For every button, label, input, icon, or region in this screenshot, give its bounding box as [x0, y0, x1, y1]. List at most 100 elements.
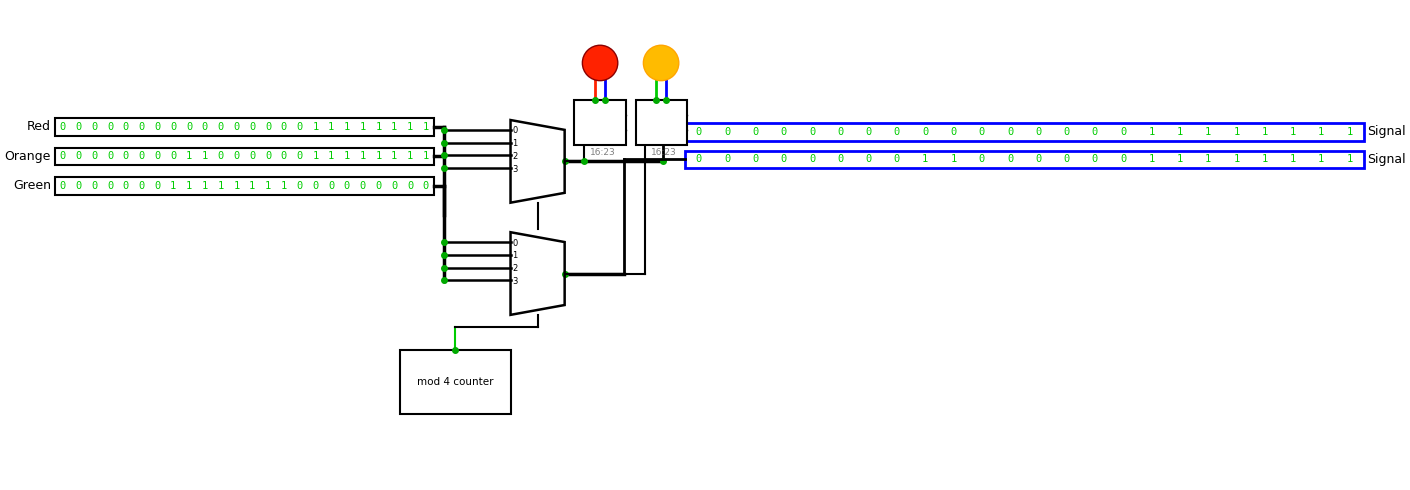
Text: 0: 0	[753, 154, 759, 164]
Text: 1: 1	[202, 151, 209, 161]
Text: 0: 0	[76, 122, 82, 132]
Text: 0: 0	[723, 154, 730, 164]
Text: 0: 0	[723, 127, 730, 137]
Bar	[574, 100, 626, 145]
Circle shape	[582, 45, 618, 81]
Text: 0: 0	[809, 127, 815, 137]
Bar	[636, 100, 687, 145]
Text: mod 4 counter: mod 4 counter	[417, 377, 493, 387]
Text: 0: 0	[217, 151, 224, 161]
Text: 0: 0	[281, 122, 288, 132]
Text: 0: 0	[281, 151, 288, 161]
Text: 0: 0	[1091, 154, 1098, 164]
Text: 0: 0	[76, 151, 82, 161]
Text: 0: 0	[1120, 154, 1127, 164]
Text: Signal: Signal	[1368, 125, 1406, 138]
Text: 0: 0	[512, 126, 517, 135]
Bar	[55, 177, 434, 195]
Text: 0: 0	[59, 181, 66, 191]
Text: 1: 1	[250, 181, 255, 191]
Text: 1: 1	[1290, 154, 1296, 164]
Text: 0: 0	[92, 181, 97, 191]
Text: 1: 1	[423, 122, 429, 132]
Text: 1: 1	[233, 181, 240, 191]
Bar	[685, 123, 1363, 141]
Text: 0: 0	[138, 122, 145, 132]
Text: 1: 1	[360, 151, 365, 161]
Text: 3: 3	[512, 165, 517, 174]
Text: Signal: Signal	[1368, 153, 1406, 166]
Text: 0: 0	[250, 151, 255, 161]
Text: 1: 1	[344, 122, 350, 132]
Text: 1: 1	[1318, 154, 1324, 164]
Text: 1: 1	[1234, 154, 1239, 164]
Bar	[685, 150, 1363, 168]
Text: 1: 1	[1206, 127, 1211, 137]
Text: 8:15: 8:15	[589, 118, 611, 127]
Text: 1: 1	[1177, 154, 1183, 164]
Bar	[55, 147, 434, 165]
Text: 1: 1	[950, 154, 956, 164]
Text: 0: 0	[781, 127, 787, 137]
Text: 0: 0	[838, 127, 843, 137]
Text: 0: 0	[107, 181, 113, 191]
Text: 0: 0	[123, 181, 130, 191]
Text: 0: 0	[138, 151, 145, 161]
Circle shape	[643, 45, 678, 81]
Text: 0: 0	[123, 122, 130, 132]
Text: 0: 0	[76, 181, 82, 191]
Text: 0: 0	[155, 151, 161, 161]
Text: 1: 1	[1347, 127, 1352, 137]
Text: 0: 0	[1091, 127, 1098, 137]
Text: 0: 0	[753, 127, 759, 137]
Text: 0: 0	[312, 181, 319, 191]
Text: 0: 0	[123, 151, 130, 161]
Text: 0: 0	[107, 122, 113, 132]
Text: 0: 0	[866, 127, 871, 137]
Text: 1: 1	[1262, 127, 1268, 137]
Text: 0: 0	[138, 181, 145, 191]
Text: 0: 0	[894, 127, 900, 137]
Text: 2: 2	[512, 152, 517, 161]
Text: Orange: Orange	[4, 150, 51, 163]
Text: 0: 0	[695, 127, 702, 137]
Text: 0: 0	[360, 181, 365, 191]
Text: 1: 1	[202, 181, 209, 191]
Text: 1: 1	[1177, 127, 1183, 137]
Text: 0: 0	[979, 127, 984, 137]
Text: 0: 0	[233, 151, 240, 161]
Text: 1: 1	[922, 154, 928, 164]
Text: 0: 0	[512, 239, 517, 247]
Text: 8:15: 8:15	[651, 118, 671, 127]
Text: 1: 1	[1347, 154, 1352, 164]
Text: 0: 0	[296, 151, 303, 161]
Text: 0: 0	[1007, 154, 1014, 164]
Text: 1: 1	[1262, 154, 1268, 164]
Text: 0: 0	[233, 122, 240, 132]
Text: 2: 2	[512, 264, 517, 273]
Text: 1: 1	[407, 122, 413, 132]
Text: 0: 0	[1007, 127, 1014, 137]
Text: 1: 1	[1234, 127, 1239, 137]
Text: 0: 0	[407, 181, 413, 191]
Text: 0: 0	[695, 154, 702, 164]
Text: 1: 1	[186, 151, 192, 161]
Text: 0: 0	[155, 122, 161, 132]
Text: 0: 0	[922, 127, 928, 137]
Text: 0: 0	[423, 181, 429, 191]
Text: 1: 1	[344, 151, 350, 161]
Text: Red: Red	[27, 121, 51, 133]
Text: 0: 0	[171, 122, 176, 132]
Text: 0: 0	[1035, 154, 1042, 164]
Text: 0: 0	[202, 122, 209, 132]
Text: 0: 0	[979, 154, 984, 164]
Text: 1: 1	[329, 151, 334, 161]
Text: 1: 1	[1148, 154, 1155, 164]
Text: 0: 0	[265, 151, 271, 161]
Text: 0: 0	[1063, 127, 1070, 137]
Text: 0: 0	[250, 122, 255, 132]
Text: 1: 1	[391, 151, 398, 161]
Text: 0: 0	[950, 127, 956, 137]
Text: 1: 1	[360, 122, 365, 132]
Text: 0: 0	[155, 181, 161, 191]
